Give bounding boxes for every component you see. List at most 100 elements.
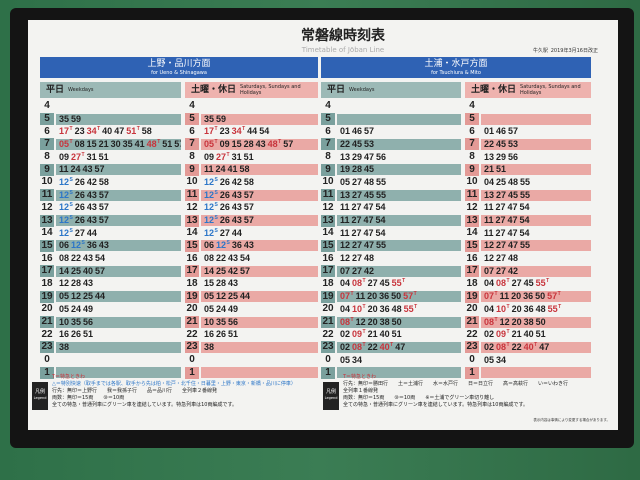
departure-minute: 04 [340,278,351,289]
limited-express-departure: 17T [204,126,218,137]
limited-express-departure: 08T [496,341,510,352]
departure-minute: 55 [376,189,387,200]
departure-minute: 55 [376,240,387,251]
limited-express-departure: 10T [496,303,510,314]
departure-minute: 40 [83,265,94,276]
legend-line: 全列車１番線発 [343,388,379,394]
departure-minute: 47 [364,240,375,251]
hour-label: 16 [322,252,334,264]
departure-minute: 01 [340,126,351,137]
minutes-band: 11 24 41 58 [201,164,318,176]
departure-minute: 28 [216,278,227,289]
limited-express-departure: 48T [267,138,282,149]
minutes-band: 07T 11 20 36 50 57T [337,291,461,303]
hour-row: 4 [40,100,181,113]
departure-minute: 26 [216,329,227,340]
minutes-band: 01 46 57 [481,126,591,137]
departure-minute: 12 [499,316,510,327]
hour-label: 20 [322,303,334,315]
departure-minute: 57 [243,189,254,200]
minutes-band: 04 08T 27 45 55T [481,278,591,289]
hour-label: 10 [186,176,198,188]
departure-minute: 02 [484,329,495,340]
train-type-marker: T [494,291,498,298]
departure-minute: 42 [508,265,519,276]
departure-minute: 56 [83,316,94,327]
hour-row: 11 12S 26 43 57 [185,189,318,202]
hour-label: 15 [321,239,335,252]
hour-label: 14 [466,227,478,239]
departure-minute: 49 [83,303,94,314]
hour-row: 0 [185,354,318,367]
minutes-band: 12 27 48 [337,253,461,264]
minutes-band: 17T 23 34T 40 47 51T 58 [56,126,181,137]
departure-minute: 54 [375,227,386,238]
departure-minute: 11 [340,215,350,226]
hour-row: 22 16 26 51 [185,328,318,341]
departure-minute: 43 [98,240,109,251]
hour-label: 13 [465,214,479,227]
mito-holiday-column: 4 5 6 01 46 57 7 22 45 53 8 13 29 56 9 21 51 10 04 25 48 55 11… [465,100,591,379]
departure-minute: 47 [507,202,518,213]
departure-minute: 44 [86,227,97,238]
train-type-marker: S [69,227,73,234]
departure-minute: 57 [94,164,105,175]
hour-row: 10 04 25 48 55 [465,176,591,189]
holiday-label: 土曜・休日 [191,85,237,95]
direction-header-ueno: 上野・品川方面 for Ueno & Shinagawa [40,57,318,78]
special-rapid-departure: 12S [59,189,73,200]
hour-row: 21 08T 12 20 38 50 [321,316,461,329]
limited-express-departure: 08T [352,341,366,352]
direction-title: 土浦・水戸方面 [424,59,488,69]
train-type-marker: S [214,176,218,183]
departure-minute: 35 [216,316,227,327]
departure-minute: 22 [511,341,522,352]
departure-minute: 12 [355,316,366,327]
hour-row: 1 [40,366,181,379]
departure-minute: 21 [484,164,495,175]
board-title: 常磐線時刻表 [301,28,385,44]
train-type-marker: S [226,240,230,247]
hour-row: 14 12S 27 44 [40,227,181,240]
minutes-band: 02 08T 22 40T 47 [481,341,591,353]
departure-minute: 05 [204,291,215,302]
departure-minute: 38 [204,341,215,352]
departure-minute: 51 [496,164,507,175]
hour-row: 19 05 12 25 44 [185,290,318,303]
departure-minute: 05 [204,303,215,314]
ueno-weekday-column: 4 5 35 59 6 17T 23 34T 40 47 51T 58 7 05T 08 15 21 30 35 41… [40,100,181,379]
departure-minute: 40 [379,329,390,340]
weekday-label-en: Weekdays [349,86,375,93]
minutes-band: 11 27 47 54 [481,228,591,239]
hour-label: 16 [186,252,198,264]
departure-minute: 25 [71,265,82,276]
minutes-band: 38 [201,341,318,353]
hour-row: 15 12 27 47 55 [321,239,461,253]
hour-row: 18 04 08T 27 45 55T [465,278,591,291]
weekday-label: 平日 [327,85,346,95]
minutes-band [337,101,461,112]
minutes-band: 08T 12 20 38 50 [481,316,591,328]
departure-minute: 26 [74,215,85,226]
departure-minute: 07 [340,265,351,276]
minutes-band: 04 08T 27 45 55T [337,278,461,289]
special-rapid-departure: 12S [204,189,218,200]
hour-row: 16 08 22 43 54 [40,252,181,265]
hour-row: 7 22 45 53 [465,138,591,151]
hour-label: 19 [465,290,479,303]
minutes-band: 13 29 56 [481,152,591,163]
limited-express-departure: 40T [379,341,394,352]
departure-minute: 04 [484,278,495,289]
hour-label: 19 [321,290,335,303]
hour-label: 12 [41,201,53,213]
train-type-marker: T [350,291,354,298]
hour-label: 0 [44,354,50,366]
departure-minute: 51 [228,329,239,340]
departure-minute: 12 [71,291,82,302]
hour-label: 17 [40,265,54,278]
minutes-band: 38 [56,341,181,353]
limited-express-departure: 51T [126,126,140,137]
departure-minute: 48 [364,176,375,187]
hour-row: 11 12S 26 43 57 [40,189,181,202]
hour-row: 14 11 27 47 54 [465,227,591,240]
